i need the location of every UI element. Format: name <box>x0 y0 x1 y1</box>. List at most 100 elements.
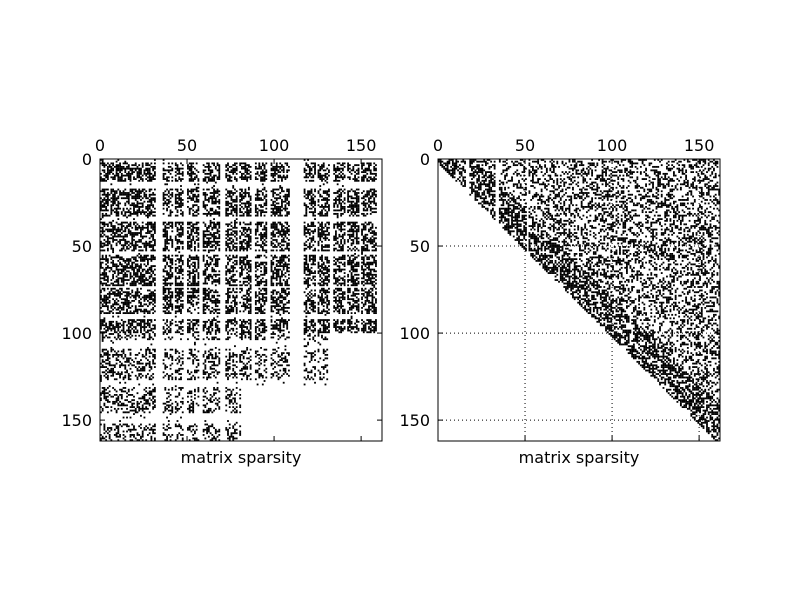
nonzero-mark <box>241 172 243 175</box>
nonzero-mark <box>256 256 259 259</box>
nonzero-mark <box>187 192 189 194</box>
nonzero-mark <box>207 165 210 168</box>
nonzero-mark <box>148 294 151 297</box>
nonzero-mark <box>120 169 123 172</box>
nonzero-mark <box>312 199 315 201</box>
nonzero-mark <box>209 246 212 248</box>
nonzero-mark <box>282 291 285 294</box>
nonzero-mark <box>162 192 165 194</box>
nonzero-mark <box>350 263 353 266</box>
nonzero-mark <box>265 266 268 269</box>
nonzero-mark <box>113 280 116 283</box>
nonzero-mark <box>307 172 309 175</box>
nonzero-mark <box>242 258 245 261</box>
nonzero-mark <box>352 165 355 168</box>
nonzero-mark <box>164 259 167 262</box>
nonzero-mark <box>138 174 141 177</box>
nonzero-mark <box>206 204 209 207</box>
nonzero-mark <box>103 164 106 167</box>
nonzero-mark <box>181 233 184 236</box>
nonzero-mark <box>239 188 242 191</box>
nonzero-mark <box>303 263 306 266</box>
nonzero-mark <box>230 275 233 278</box>
nonzero-mark <box>303 214 306 217</box>
nonzero-mark <box>195 195 198 198</box>
nonzero-mark <box>216 265 219 268</box>
nonzero-mark <box>180 185 182 187</box>
nonzero-mark <box>195 289 198 292</box>
nonzero-mark <box>176 228 179 231</box>
nonzero-mark <box>164 228 167 231</box>
nonzero-mark <box>124 235 127 238</box>
nonzero-mark <box>261 171 264 174</box>
nonzero-mark <box>150 244 153 247</box>
nonzero-mark <box>282 256 285 259</box>
nonzero-mark <box>375 204 377 207</box>
nonzero-mark <box>277 207 280 210</box>
nonzero-mark <box>176 291 179 294</box>
nonzero-mark <box>112 287 115 290</box>
nonzero-mark <box>169 287 172 290</box>
nonzero-mark <box>281 284 283 287</box>
nonzero-mark <box>340 293 343 295</box>
nonzero-mark <box>228 258 231 261</box>
nonzero-mark <box>260 298 262 301</box>
nonzero-mark <box>265 233 268 236</box>
nonzero-mark <box>333 268 336 271</box>
nonzero-mark <box>232 287 235 290</box>
nonzero-mark <box>120 225 123 227</box>
nonzero-mark <box>362 235 365 238</box>
nonzero-mark <box>256 192 259 194</box>
nonzero-mark <box>308 179 311 182</box>
nonzero-mark <box>167 162 170 165</box>
nonzero-mark <box>162 204 165 207</box>
nonzero-mark <box>138 169 141 172</box>
nonzero-mark <box>322 273 325 276</box>
nonzero-mark <box>150 240 153 243</box>
nonzero-mark <box>305 164 308 167</box>
nonzero-mark <box>230 242 233 245</box>
nonzero-mark <box>126 167 128 170</box>
nonzero-mark <box>341 212 344 215</box>
nonzero-mark <box>103 273 106 276</box>
nonzero-mark <box>129 188 132 191</box>
nonzero-mark <box>234 207 236 210</box>
nonzero-mark <box>362 239 365 241</box>
nonzero-mark <box>150 211 153 214</box>
nonzero-mark <box>124 197 127 200</box>
nonzero-mark <box>324 204 327 207</box>
nonzero-mark <box>328 193 330 196</box>
nonzero-mark <box>192 223 195 226</box>
nonzero-mark <box>178 192 181 194</box>
nonzero-mark <box>312 197 315 200</box>
nonzero-mark <box>148 206 151 208</box>
nonzero-mark <box>167 273 170 276</box>
nonzero-mark <box>150 178 153 180</box>
nonzero-mark <box>335 298 337 301</box>
nonzero-mark <box>275 226 278 229</box>
nonzero-mark <box>214 261 217 264</box>
nonzero-mark <box>357 179 360 182</box>
nonzero-mark <box>176 294 179 297</box>
nonzero-mark <box>152 228 155 231</box>
nonzero-mark <box>247 282 250 285</box>
nonzero-mark <box>166 233 168 236</box>
nonzero-mark <box>303 225 306 227</box>
nonzero-mark <box>152 204 155 207</box>
nonzero-mark <box>375 164 377 167</box>
nonzero-mark <box>235 162 238 165</box>
nonzero-mark <box>228 239 231 241</box>
nonzero-mark <box>136 172 139 175</box>
nonzero-mark <box>122 282 125 285</box>
nonzero-mark <box>357 273 360 276</box>
nonzero-mark <box>206 261 209 264</box>
nonzero-mark <box>197 244 200 247</box>
nonzero-mark <box>167 179 170 182</box>
nonzero-mark <box>164 277 167 280</box>
nonzero-mark <box>192 256 195 259</box>
nonzero-mark <box>126 193 128 196</box>
nonzero-mark <box>228 237 231 240</box>
nonzero-mark <box>235 296 238 299</box>
nonzero-mark <box>211 235 214 238</box>
nonzero-mark <box>352 268 355 271</box>
